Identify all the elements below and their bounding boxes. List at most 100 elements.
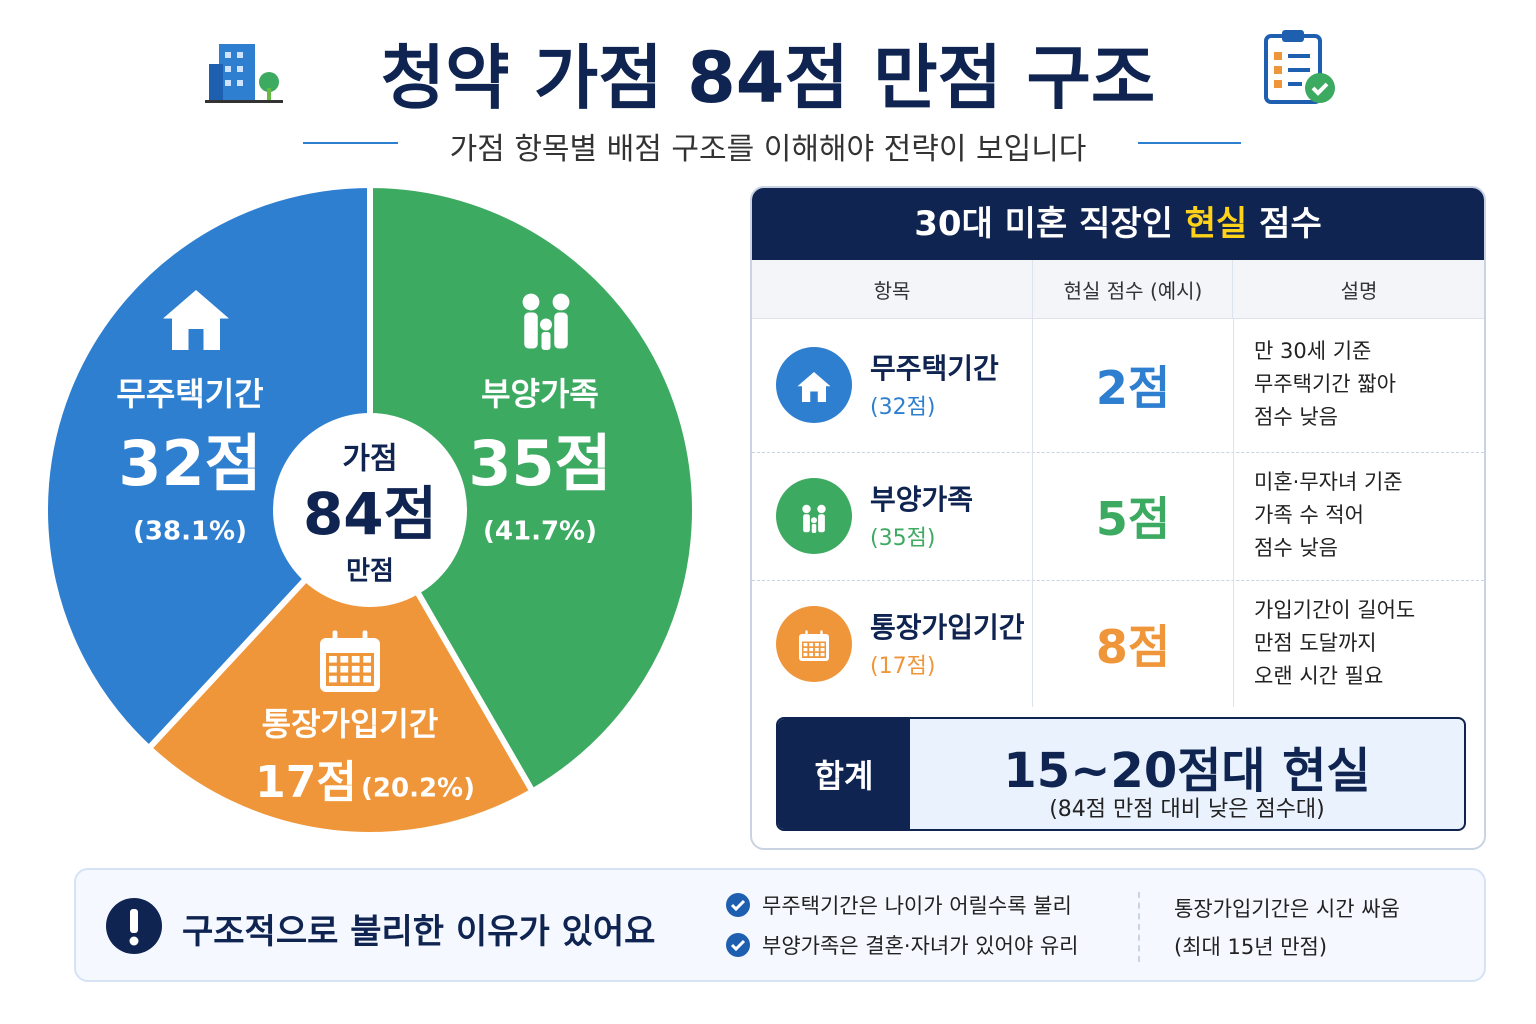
calendar-cell — [814, 642, 819, 646]
note-line: (최대 15년 만점) — [1174, 935, 1328, 959]
check-icon — [726, 933, 750, 957]
calendar-cell — [803, 642, 808, 646]
family-head — [802, 504, 811, 514]
footer-title: 구조적으로 불리한 이유가 있어요 — [182, 912, 656, 952]
check-mark — [730, 899, 746, 912]
description: 무주택기간 짧아 — [1254, 372, 1396, 396]
description: 만 30세 기준 — [1254, 339, 1372, 363]
total-note: (84점 만점 대비 낮은 점수대) — [1049, 797, 1325, 822]
family-body — [811, 524, 817, 533]
check-mark — [730, 939, 746, 952]
house-icon — [163, 290, 229, 350]
column-header: 설명 — [1232, 260, 1484, 318]
family-head — [811, 517, 817, 524]
house-door — [188, 329, 204, 350]
pie-slice — [42, 181, 373, 753]
calendar-cell — [820, 647, 825, 651]
description: 점수 낮음 — [1254, 405, 1338, 429]
calendar-cell — [363, 665, 371, 673]
calendar-cell — [329, 675, 337, 683]
item-max: (32점) — [870, 395, 936, 420]
header-row: 항목 현실 점수 (예시) 설명 — [752, 260, 1484, 319]
table-title: 30대 미혼 직장인 현실 점수 — [752, 188, 1484, 260]
family-head — [552, 293, 570, 311]
row-icon — [776, 347, 852, 423]
calendar-cell — [340, 656, 349, 663]
slice-percent: (41.7%) — [483, 517, 597, 547]
score-table: 30대 미혼 직장인 현실 점수 항목 현실 점수 (예시) 설명 무주택기간 (… — [750, 186, 1486, 850]
bullet-text: 무주택기간은 나이가 어릴수록 불리 — [762, 894, 1072, 918]
item-max: (35점) — [870, 526, 936, 551]
calendar-cell — [363, 675, 371, 683]
row-icon-svg — [776, 347, 852, 423]
slice-labels: 무주택기간 32점 (38.1%) — [116, 290, 264, 547]
calendar-cell — [809, 642, 814, 646]
calendar-ring — [332, 630, 338, 644]
slice-percent: (38.1%) — [133, 517, 247, 547]
total-label: 합계 — [778, 719, 910, 829]
real-score: 2점 — [1032, 318, 1234, 452]
divider — [1138, 892, 1141, 962]
total-value: 15~20점대 현실 — [1003, 743, 1371, 799]
description: 점수 낮음 — [1254, 536, 1338, 560]
slice-name: 부양가족 — [481, 375, 599, 413]
slice-name: 무주택기간 — [116, 375, 263, 413]
title-highlight: 현실 — [1184, 204, 1248, 244]
description: 미혼·무자녀 기준 — [1254, 470, 1403, 494]
center-label: 가점 — [342, 442, 397, 477]
description: 가입기간이 길어도 — [1254, 597, 1416, 622]
calendar-cell — [809, 652, 814, 656]
family-body — [524, 312, 538, 349]
center-label: 84점 — [303, 480, 437, 548]
calendar-cell — [329, 665, 337, 673]
real-score: 5점 — [1032, 452, 1234, 580]
slice-labels: 부양가족 35점 (41.7%) — [468, 293, 612, 547]
footer-note: 통장가입기간은 시간 싸움 (최대 15년 만점) — [1174, 890, 1400, 966]
slice-percent: (20.2%) — [361, 774, 475, 804]
row-icon-svg — [776, 605, 852, 682]
calendar-cell — [803, 652, 808, 656]
slice-value: 17점 — [255, 757, 357, 808]
row-icon — [776, 478, 852, 554]
calendar-cell — [351, 665, 360, 673]
column-header: 현실 점수 (예시) — [1032, 260, 1233, 318]
title-part: 점수 — [1247, 204, 1322, 244]
row-icon — [776, 605, 852, 682]
description: 가족 수 적어 — [1254, 503, 1364, 527]
calendar-ring — [362, 630, 368, 644]
check-icon — [726, 893, 750, 917]
slice-labels: 통장가입기간 17점 (20.2%) — [255, 630, 475, 808]
calendar-cell — [329, 656, 337, 663]
family-body — [818, 514, 825, 533]
calendar-cell — [803, 647, 808, 651]
total-box: 합계 15~20점대 현실 (84점 만점 대비 낮은 점수대) — [776, 717, 1466, 831]
description: 오랜 시간 필요 — [1254, 663, 1384, 688]
item-max: (17점) — [870, 653, 936, 679]
subtitle: 가점 항목별 배점 구조를 이해해야 전략이 보입니다 — [449, 132, 1087, 167]
center-label: 만점 — [346, 557, 394, 587]
item-name: 통장가입기간 — [870, 610, 1025, 644]
bullet-text: 부양가족은 결혼·자녀가 있어야 유리 — [762, 934, 1079, 958]
alert-icon — [106, 898, 162, 954]
table-row: 통장가입기간 (17점) 8점 가입기간이 길어도 만점 도달까지 오랜 시간 필요 — [752, 580, 1484, 707]
calendar-cell — [351, 675, 360, 683]
icon-circle — [776, 478, 852, 554]
rule — [303, 142, 398, 144]
rule — [1138, 142, 1241, 144]
family-head — [540, 318, 552, 331]
row-icon-svg — [776, 478, 852, 554]
family-body — [554, 312, 568, 349]
item-name: 부양가족 — [870, 483, 974, 516]
calendar-ring — [820, 629, 823, 637]
family-body — [541, 332, 551, 350]
item-name: 무주택기간 — [870, 352, 999, 385]
description: 만점 도달까지 — [1254, 630, 1377, 655]
house-door — [810, 391, 818, 402]
column-header: 항목 — [873, 278, 911, 303]
calendar-band — [802, 641, 826, 658]
calendar-cell — [363, 656, 371, 663]
